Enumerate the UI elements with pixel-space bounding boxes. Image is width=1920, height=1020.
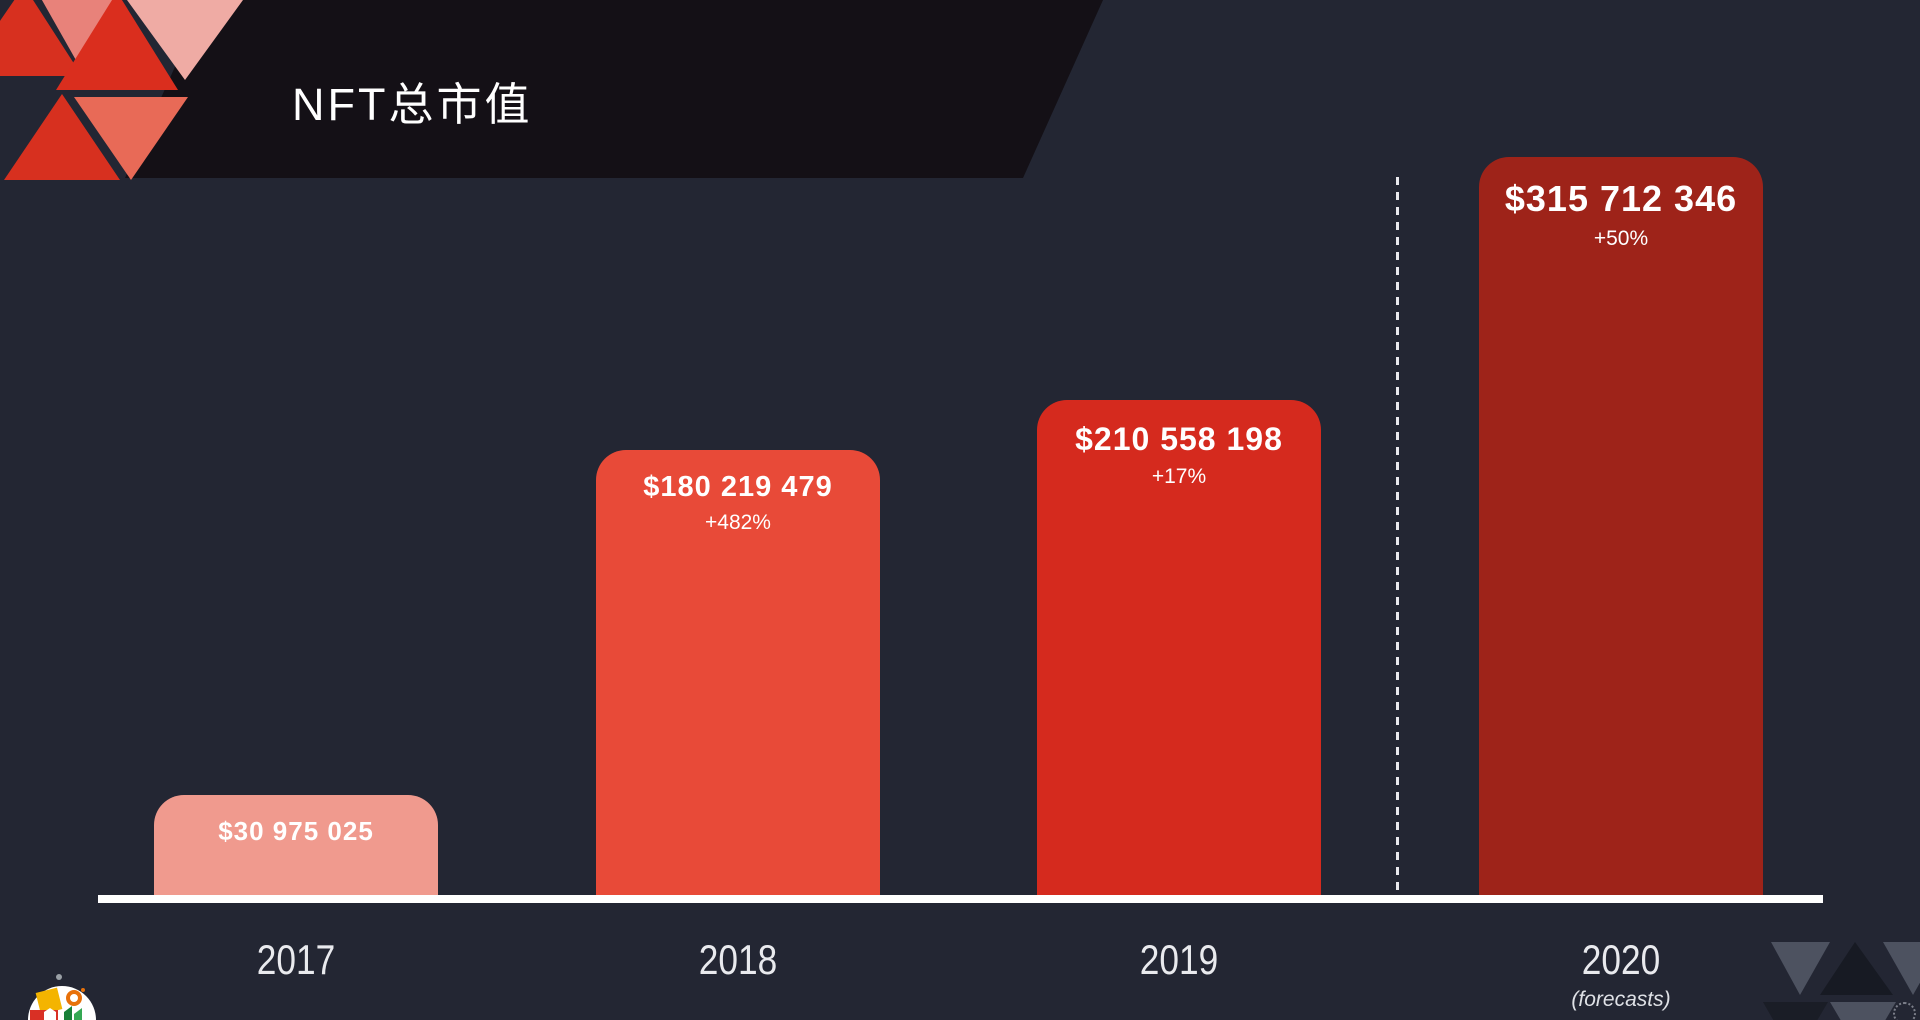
brand-logo-icon: [28, 974, 96, 1020]
bar-growth-label: +50%: [1593, 227, 1649, 250]
year-label-2018: 2018: [698, 936, 778, 983]
year-label-2017: 2017: [256, 936, 336, 983]
year-label-2019: 2019: [1139, 936, 1219, 983]
page-title: NFT总市值: [292, 79, 533, 130]
bar-value-label: $30 975 025: [218, 816, 374, 846]
bar-value-label: $315 712 346: [1504, 178, 1738, 219]
bar-2019: $210 558 198 +17%: [1037, 400, 1321, 895]
bar-2018: $180 219 479 +482%: [596, 450, 880, 895]
forecast-divider-line: [1396, 177, 1399, 903]
triangle-mosaic-decoration: [0, 0, 243, 180]
watermark-ring-icon: [1893, 1002, 1916, 1020]
bar-2017: $30 975 025: [154, 795, 438, 895]
bar-growth-label: +17%: [1151, 465, 1207, 488]
chart-baseline: [98, 895, 1823, 903]
bar-value-label: $210 558 198: [1075, 421, 1283, 457]
bar-value-label: $180 219 479: [643, 471, 833, 503]
forecast-note: (forecasts): [1571, 988, 1671, 1011]
bar-2020: $315 712 346 +50%: [1479, 157, 1763, 895]
year-label-2020: 2020: [1581, 936, 1661, 983]
header-banner: [125, 0, 1103, 178]
corner-triangles-decoration: [1763, 942, 1920, 1020]
bar-growth-label: +482%: [705, 511, 771, 534]
